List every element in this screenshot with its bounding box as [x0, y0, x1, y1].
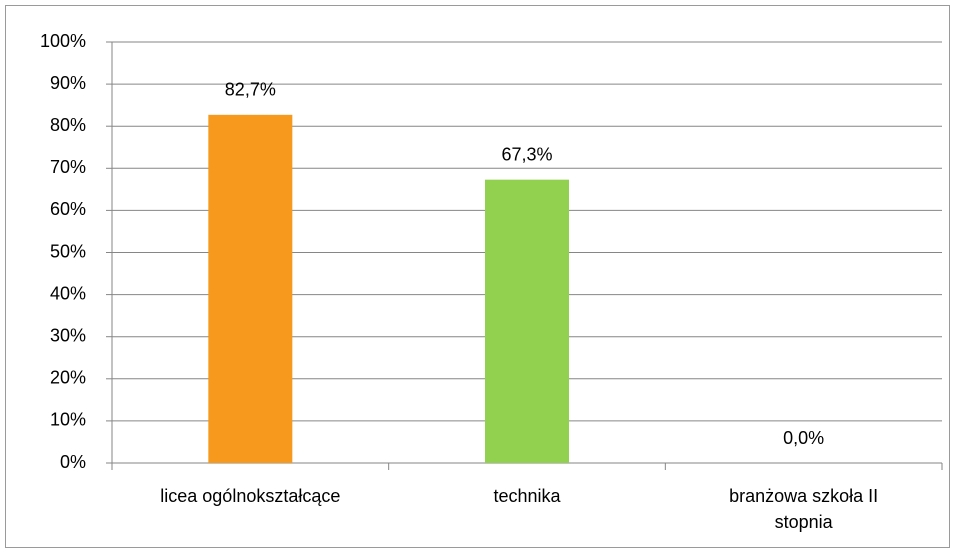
y-tick-label: 60%	[50, 199, 86, 219]
y-tick-label: 0%	[60, 452, 86, 472]
y-tick-label: 50%	[50, 241, 86, 261]
y-tick-label: 70%	[50, 157, 86, 177]
y-tick-label: 30%	[50, 325, 86, 345]
y-tick-label: 10%	[50, 410, 86, 430]
chart-border	[5, 5, 950, 548]
x-tick-label: branżowa szkoła II stopnia	[729, 486, 879, 532]
bar	[208, 114, 293, 463]
y-tick-label: 40%	[50, 283, 86, 303]
data-label: 0,0%	[783, 428, 824, 448]
x-tick-label: licea ogólnokształcące	[160, 486, 341, 506]
data-label: 82,7%	[225, 80, 276, 100]
bar	[485, 179, 569, 464]
data-label: 67,3%	[501, 144, 552, 164]
x-tick-label-box: licea ogólnokształcące	[160, 486, 341, 506]
y-tick-label: 100%	[40, 31, 86, 51]
x-tick-label-box: branżowa szkoła II stopnia	[729, 486, 879, 532]
x-tick-label-box: technika	[493, 486, 561, 506]
y-tick-label: 20%	[50, 368, 86, 388]
x-tick-label: technika	[493, 486, 561, 506]
y-tick-label: 80%	[50, 115, 86, 135]
y-tick-label: 90%	[50, 73, 86, 93]
